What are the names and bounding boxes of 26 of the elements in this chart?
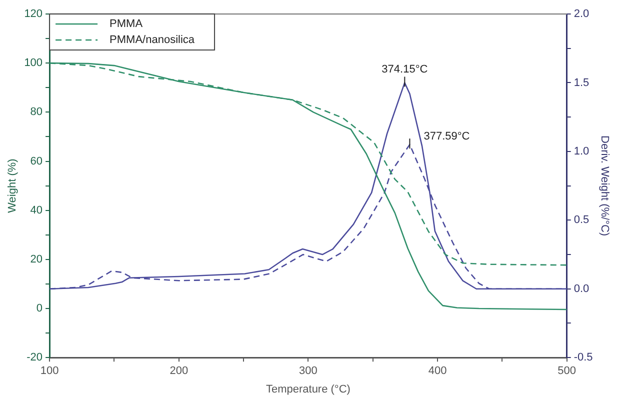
y-tick-label: 20 [30,253,43,266]
y2-tick-label: 1.5 [574,76,590,89]
x-tick-label: 500 [558,365,576,378]
y2-tick-label: 0.0 [574,282,590,295]
annotation: 377.59°C [424,130,470,143]
x-tick-label: 400 [428,365,447,378]
y2-axis-title: Deriv. Weight (%/°C) [598,136,610,236]
x-tick-label: 100 [40,365,59,378]
y-tick-label: 120 [24,8,43,20]
legend-label: PMMA [110,18,144,30]
y-tick-label: 80 [30,106,43,118]
y-tick-label: 40 [30,204,43,216]
x-tick-label: 200 [170,365,188,378]
x-tick-label: 300 [299,365,318,378]
legend-label: PMMA/nanosilica [110,34,196,46]
y-tick-label: -20 [26,352,43,364]
x-axis-title: Temperature (°C) [266,383,350,396]
y2-tick-label: 1.0 [574,145,590,158]
y2-tick-label: 0.5 [574,214,590,226]
y-tick-label: 100 [24,57,43,70]
y-tick-label: 60 [30,155,43,168]
y2-tick-label: -0.5 [574,352,593,364]
annotation: 374.15°C [382,64,428,76]
y-axis-title: Weight (%) [6,158,19,213]
y-tick-label: 0 [36,302,43,315]
y2-tick-label: 2.0 [574,8,590,20]
